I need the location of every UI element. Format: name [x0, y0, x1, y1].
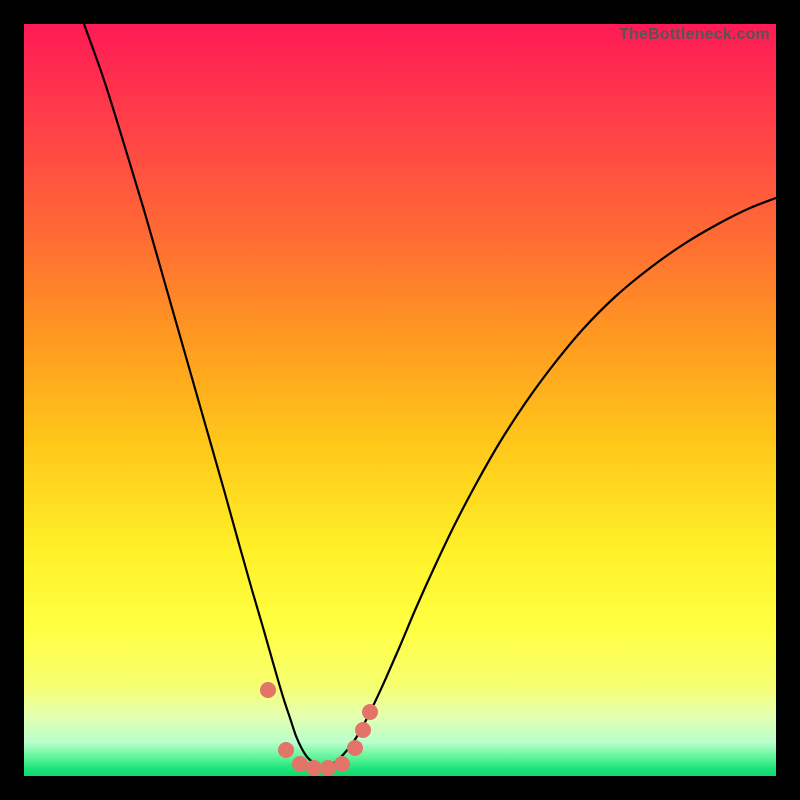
- chart-svg: [24, 24, 776, 776]
- data-marker: [362, 704, 378, 720]
- data-marker: [260, 682, 276, 698]
- watermark-text: TheBottleneck.com: [619, 26, 770, 44]
- data-marker: [278, 742, 294, 758]
- plot-area: TheBottleneck.com: [24, 24, 776, 776]
- data-marker: [347, 740, 363, 756]
- gradient-background: [24, 24, 776, 776]
- outer-frame: TheBottleneck.com: [0, 0, 800, 800]
- data-marker: [334, 756, 350, 772]
- data-marker: [355, 722, 371, 738]
